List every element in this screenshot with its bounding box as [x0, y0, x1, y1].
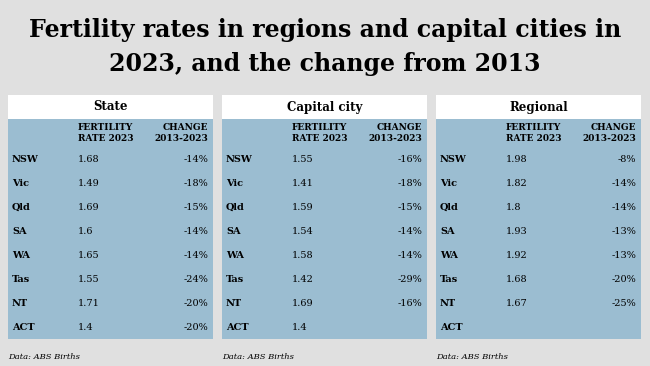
- Bar: [222, 119, 427, 339]
- Text: -14%: -14%: [183, 250, 208, 259]
- Bar: [436, 95, 641, 119]
- Text: CHANGE
2013-2023: CHANGE 2013-2023: [368, 123, 422, 143]
- Text: 1.65: 1.65: [78, 250, 99, 259]
- Text: Qld: Qld: [440, 202, 459, 212]
- Text: WA: WA: [226, 250, 244, 259]
- Text: 1.68: 1.68: [506, 274, 528, 284]
- Text: -14%: -14%: [397, 227, 422, 235]
- Text: 1.8: 1.8: [506, 202, 521, 212]
- Text: CHANGE
2013-2023: CHANGE 2013-2023: [582, 123, 636, 143]
- Text: ACT: ACT: [226, 322, 248, 332]
- Text: 1.6: 1.6: [78, 227, 94, 235]
- Text: FERTILITY
RATE 2023: FERTILITY RATE 2023: [292, 123, 348, 143]
- Text: Vic: Vic: [226, 179, 243, 187]
- Text: 1.42: 1.42: [292, 274, 314, 284]
- Text: -18%: -18%: [183, 179, 208, 187]
- Text: 1.4: 1.4: [78, 322, 94, 332]
- Bar: [436, 119, 641, 339]
- Bar: [222, 95, 427, 119]
- Text: Data: ABS Births: Data: ABS Births: [222, 353, 294, 361]
- Text: NSW: NSW: [440, 154, 467, 164]
- Text: NT: NT: [226, 299, 242, 307]
- Text: 1.92: 1.92: [506, 250, 528, 259]
- Text: -20%: -20%: [611, 274, 636, 284]
- Bar: [8, 95, 213, 119]
- Text: 2023, and the change from 2013: 2023, and the change from 2013: [109, 52, 541, 76]
- Bar: [8, 119, 213, 339]
- Text: FERTILITY
RATE 2023: FERTILITY RATE 2023: [506, 123, 562, 143]
- Text: WA: WA: [12, 250, 30, 259]
- Text: 1.93: 1.93: [506, 227, 528, 235]
- Text: Qld: Qld: [12, 202, 31, 212]
- Text: NT: NT: [440, 299, 456, 307]
- Text: -13%: -13%: [611, 227, 636, 235]
- Text: 1.55: 1.55: [78, 274, 99, 284]
- Text: Data: ABS Births: Data: ABS Births: [8, 353, 80, 361]
- Text: 1.4: 1.4: [292, 322, 307, 332]
- Text: -13%: -13%: [611, 250, 636, 259]
- Text: 1.69: 1.69: [292, 299, 313, 307]
- Text: -15%: -15%: [397, 202, 422, 212]
- Text: Vic: Vic: [12, 179, 29, 187]
- Text: -15%: -15%: [183, 202, 208, 212]
- Text: Tas: Tas: [226, 274, 244, 284]
- Text: SA: SA: [12, 227, 27, 235]
- Text: 1.49: 1.49: [78, 179, 99, 187]
- Text: ACT: ACT: [440, 322, 463, 332]
- Text: -14%: -14%: [183, 154, 208, 164]
- Text: SA: SA: [440, 227, 454, 235]
- Text: CHANGE
2013-2023: CHANGE 2013-2023: [154, 123, 208, 143]
- Text: Regional: Regional: [509, 101, 568, 113]
- Text: SA: SA: [226, 227, 240, 235]
- Text: Tas: Tas: [440, 274, 458, 284]
- Text: 1.69: 1.69: [78, 202, 99, 212]
- Text: 1.67: 1.67: [506, 299, 528, 307]
- Text: -16%: -16%: [397, 154, 422, 164]
- Text: -14%: -14%: [183, 227, 208, 235]
- Text: 1.55: 1.55: [292, 154, 313, 164]
- Text: -24%: -24%: [183, 274, 208, 284]
- Text: -20%: -20%: [183, 299, 208, 307]
- Text: NSW: NSW: [12, 154, 39, 164]
- Text: WA: WA: [440, 250, 458, 259]
- Text: NSW: NSW: [226, 154, 253, 164]
- Text: 1.59: 1.59: [292, 202, 313, 212]
- Text: Tas: Tas: [12, 274, 31, 284]
- Text: 1.68: 1.68: [78, 154, 99, 164]
- Text: Capital city: Capital city: [287, 101, 362, 113]
- Text: 1.98: 1.98: [506, 154, 528, 164]
- Text: Fertility rates in regions and capital cities in: Fertility rates in regions and capital c…: [29, 18, 621, 42]
- Text: 1.41: 1.41: [292, 179, 314, 187]
- Text: Data: ABS Births: Data: ABS Births: [436, 353, 508, 361]
- Text: Qld: Qld: [226, 202, 245, 212]
- Text: -29%: -29%: [397, 274, 422, 284]
- Text: 1.54: 1.54: [292, 227, 314, 235]
- Text: Vic: Vic: [440, 179, 457, 187]
- Text: 1.58: 1.58: [292, 250, 313, 259]
- Text: -18%: -18%: [397, 179, 422, 187]
- Text: NT: NT: [12, 299, 28, 307]
- Text: -14%: -14%: [397, 250, 422, 259]
- Text: -14%: -14%: [611, 179, 636, 187]
- Text: -16%: -16%: [397, 299, 422, 307]
- Text: -25%: -25%: [611, 299, 636, 307]
- Text: -8%: -8%: [618, 154, 636, 164]
- Text: 1.82: 1.82: [506, 179, 528, 187]
- Text: -20%: -20%: [183, 322, 208, 332]
- Text: State: State: [93, 101, 128, 113]
- Text: 1.71: 1.71: [78, 299, 100, 307]
- Text: FERTILITY
RATE 2023: FERTILITY RATE 2023: [78, 123, 134, 143]
- Text: ACT: ACT: [12, 322, 34, 332]
- Text: -14%: -14%: [611, 202, 636, 212]
